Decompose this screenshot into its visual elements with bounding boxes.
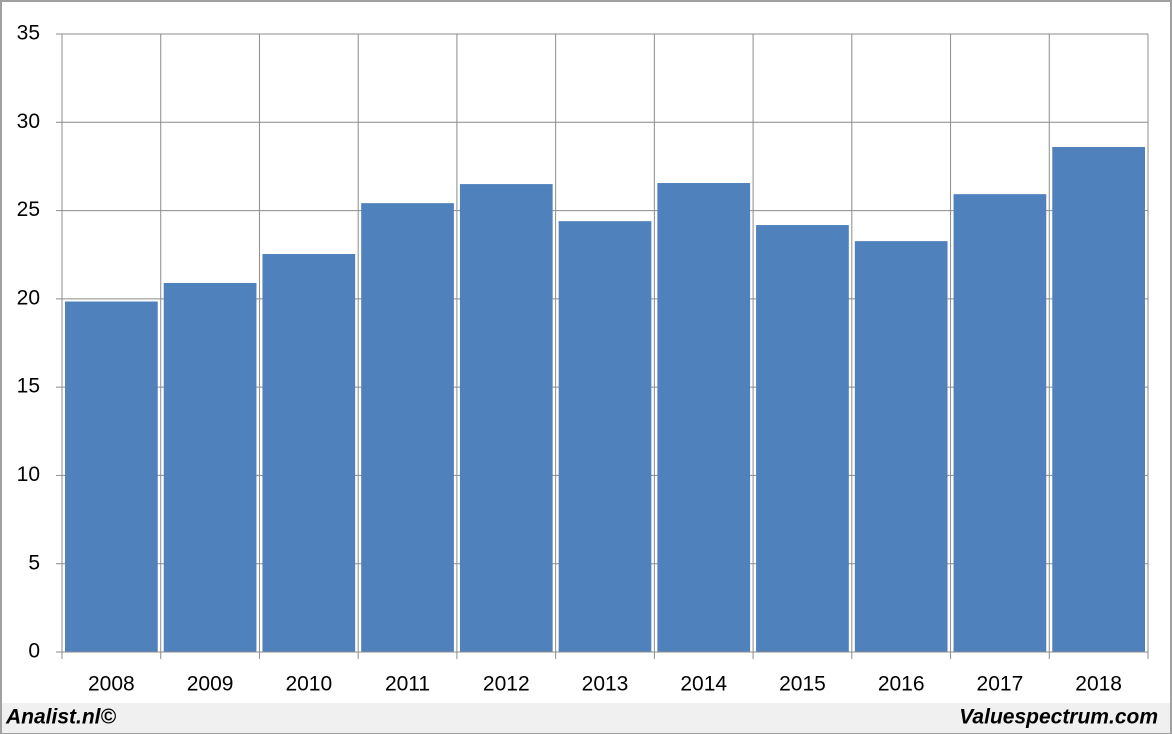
bar [953,194,1047,653]
bar [163,282,257,652]
bar [657,183,751,652]
bar [558,221,652,652]
bar [1052,147,1145,652]
bar [65,301,158,652]
y-tick-label: 25 [17,198,40,221]
y-tick-label: 20 [17,286,40,309]
x-tick-label: 2017 [977,673,1024,696]
credit-right: Valuespectrum.com [959,706,1158,729]
x-tick-label: 2009 [187,673,234,696]
x-tick-label: 2013 [582,673,629,696]
bar [361,203,454,652]
y-tick-label: 35 [17,22,40,45]
y-tick-label: 30 [17,110,40,133]
x-tick-label: 2010 [285,673,332,696]
x-tick-label: 2015 [779,673,826,696]
bar [756,225,849,652]
x-tick-label: 2014 [680,673,727,696]
bar [459,184,553,653]
bar [854,241,948,652]
x-tick-label: 2016 [878,673,925,696]
y-tick-label: 15 [17,375,40,398]
x-tick-label: 2011 [385,673,430,696]
y-tick-label: 10 [17,463,40,486]
credit-left: Analist.nl© [5,706,117,729]
footer-band [2,703,1170,733]
x-tick-label: 2012 [483,673,530,696]
y-tick-label: 5 [28,551,40,574]
x-tick-label: 2018 [1075,673,1122,696]
x-tick-label: 2008 [88,673,135,696]
y-tick-label: 0 [28,640,40,663]
bar [262,254,356,652]
